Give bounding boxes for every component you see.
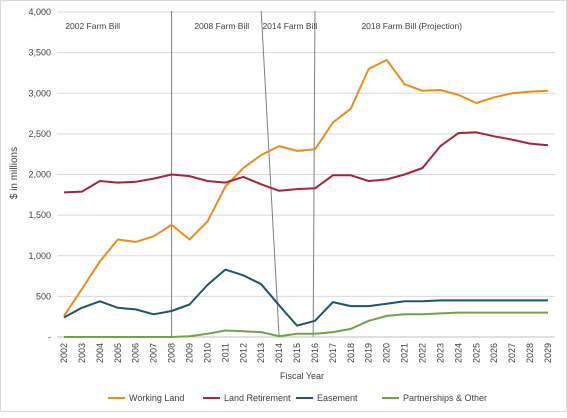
x-tick-label: 2029 [543,343,553,363]
period-label: 2018 Farm Bill (Projection) [361,21,462,31]
x-tick-label: 2011 [220,343,230,362]
x-tick-label: 2004 [95,343,105,363]
legend-label: Land Retirement [224,393,291,403]
x-tick-label: 2013 [256,343,266,363]
x-tick-label: 2022 [418,343,428,363]
series-line [63,268,548,327]
x-axis-label: Fiscal Year [280,371,324,381]
x-tick-label: 2018 [346,343,356,363]
period-dividers: 2002 Farm Bill 2008 Farm Bill 2014 Farm Bi… [65,10,462,338]
y-tick-label: 3,500 [28,48,51,58]
x-tick-label: 2028 [525,343,535,363]
period-divider [260,10,280,338]
x-tick-label: 2010 [202,343,212,363]
x-tick-label: 2014 [274,343,284,363]
y-axis-label: $ in millions [9,147,20,199]
y-tick-label: 1,500 [28,210,51,220]
x-tick-label: 2024 [453,343,463,363]
y-tick-label: 4,000 [28,7,51,17]
y-tick-label: 1,000 [28,251,51,261]
y-tick-label: 3,000 [28,88,51,98]
x-tick-label: 2021 [400,343,410,363]
period-label: 2002 Farm Bill [65,21,120,31]
x-tick-label: 2026 [489,343,499,363]
x-tick-label: 2006 [131,343,141,363]
series-line [64,311,548,338]
period-label: 2014 Farm Bill [262,21,317,31]
period-divider [312,10,316,338]
x-tick-label: 2003 [77,343,87,363]
legend-label: Working Land [129,393,184,403]
x-tick-label: 2015 [292,343,302,363]
series-line [63,131,549,194]
series-line [63,58,549,317]
x-tick-label: 2017 [328,343,338,363]
legend: Working Land Land Retirement Easement Partn… [108,393,487,403]
period-label: 2008 Farm Bill [194,21,249,31]
x-tick-label: 2012 [238,343,248,363]
x-tick-label: 2007 [149,343,159,363]
legend-label: Easement [317,393,358,403]
x-tick-label: 2019 [364,343,374,363]
x-tick-label: 2025 [471,343,481,363]
gridlines [57,11,555,338]
axes: - 500 1,000 1,500 2,000 2,500 3,000 3,500 4,000 2… [28,7,555,363]
y-tick-label: 2,000 [28,170,51,180]
x-tick-label: 2008 [167,343,177,363]
x-tick-label: 2023 [435,343,445,363]
y-tick-label: 2,500 [28,129,51,139]
x-tick-label: 2009 [184,343,194,363]
series-lines [63,58,549,338]
x-tick-label: 2002 [59,343,69,363]
y-tick-label: - [48,332,51,342]
x-tick-label: 2005 [113,343,123,363]
legend-label: Partnerships & Other [403,393,487,403]
x-tick-label: 2020 [382,343,392,363]
x-tick-label: 2016 [310,343,320,363]
x-tick-label: 2027 [507,343,517,363]
y-tick-label: 500 [36,291,51,301]
